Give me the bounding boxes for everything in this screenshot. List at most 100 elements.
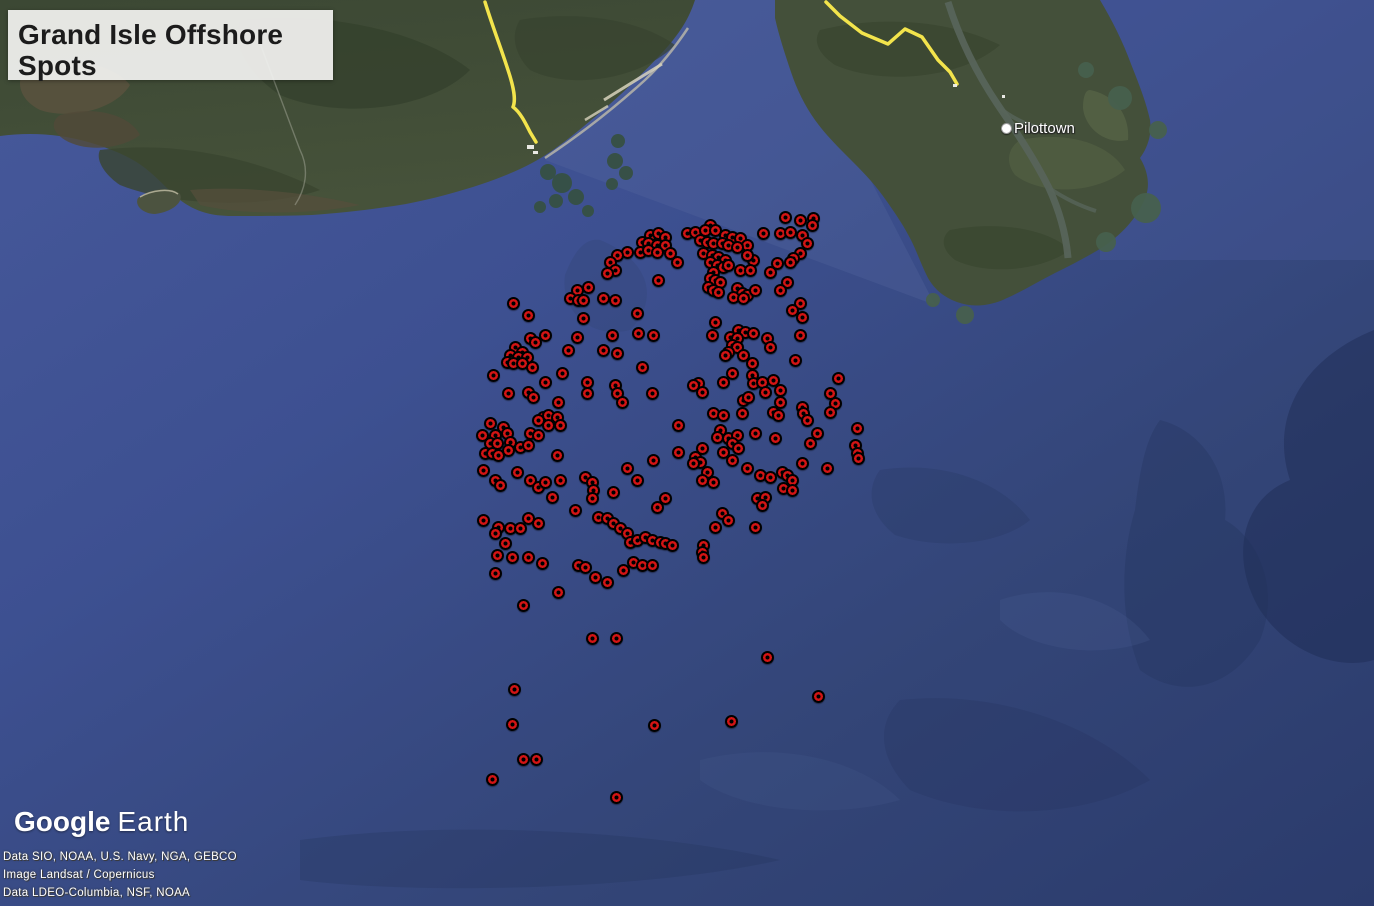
spot-marker[interactable] [706,475,720,489]
spot-marker[interactable] [763,470,777,484]
spot-marker[interactable] [521,308,535,322]
spot-marker[interactable] [716,408,730,422]
spot-marker[interactable] [501,443,515,457]
spot-marker[interactable] [490,436,504,450]
spot-marker[interactable] [600,266,614,280]
spot-marker[interactable] [705,328,719,342]
spot-marker[interactable] [510,465,524,479]
spot-marker[interactable] [646,328,660,342]
spot-marker[interactable] [665,538,679,552]
spot-marker[interactable] [670,255,684,269]
spot-marker[interactable] [528,335,542,349]
spot-marker[interactable] [711,285,725,299]
spot-marker[interactable] [635,558,649,572]
spot-marker[interactable] [538,475,552,489]
spot-marker[interactable] [785,473,799,487]
spot-marker[interactable] [531,516,545,530]
spot-marker[interactable] [823,386,837,400]
spot-marker[interactable] [725,453,739,467]
spot-marker[interactable] [538,375,552,389]
spot-marker[interactable] [580,375,594,389]
spot-marker[interactable] [535,556,549,570]
spot-marker[interactable] [620,245,634,259]
spot-marker[interactable] [736,291,750,305]
spot-marker[interactable] [716,375,730,389]
spot-marker[interactable] [740,461,754,475]
spot-marker[interactable] [724,714,738,728]
spot-marker[interactable] [706,406,720,420]
spot-marker[interactable] [476,463,490,477]
spot-marker[interactable] [610,346,624,360]
spot-marker[interactable] [795,456,809,470]
placemark-pilottown[interactable]: Pilottown [1001,120,1075,137]
spot-marker[interactable] [515,356,529,370]
spot-marker[interactable] [609,631,623,645]
spot-marker[interactable] [630,306,644,320]
spot-marker[interactable] [486,368,500,382]
spot-marker[interactable] [851,451,865,465]
spot-marker[interactable] [733,263,747,277]
spot-marker[interactable] [588,570,602,584]
spot-marker[interactable] [850,421,864,435]
spot-marker[interactable] [721,513,735,527]
spot-marker[interactable] [768,431,782,445]
spot-marker[interactable] [507,682,521,696]
spot-marker[interactable] [531,428,545,442]
spot-marker[interactable] [748,283,762,297]
spot-marker[interactable] [609,790,623,804]
spot-marker[interactable] [793,328,807,342]
spot-marker[interactable] [785,483,799,497]
spot-marker[interactable] [506,296,520,310]
spot-marker[interactable] [493,478,507,492]
spot-marker[interactable] [716,445,730,459]
spot-marker[interactable] [645,386,659,400]
spot-marker[interactable] [491,448,505,462]
spot-marker[interactable] [580,386,594,400]
spot-marker[interactable] [635,360,649,374]
spot-marker[interactable] [718,348,732,362]
spot-marker[interactable] [551,395,565,409]
spot-marker[interactable] [526,390,540,404]
spot-marker[interactable] [630,473,644,487]
spot-marker[interactable] [788,353,802,367]
spot-marker[interactable] [708,223,722,237]
spot-marker[interactable] [498,536,512,550]
spot-marker[interactable] [755,375,769,389]
spot-marker[interactable] [585,631,599,645]
spot-marker[interactable] [736,348,750,362]
spot-marker[interactable] [773,395,787,409]
spot-marker[interactable] [766,373,780,387]
spot-marker[interactable] [773,283,787,297]
spot-marker[interactable] [596,343,610,357]
spot-marker[interactable] [501,386,515,400]
spot-marker[interactable] [756,226,770,240]
spot-marker[interactable] [745,356,759,370]
spot-marker[interactable] [570,330,584,344]
spot-marker[interactable] [631,326,645,340]
spot-marker[interactable] [596,291,610,305]
spot-marker[interactable] [698,223,712,237]
spot-marker[interactable] [778,210,792,224]
spot-marker[interactable] [695,385,709,399]
spot-marker[interactable] [783,225,797,239]
spot-marker[interactable] [771,408,785,422]
spot-marker[interactable] [823,405,837,419]
spot-marker[interactable] [585,491,599,505]
spot-marker[interactable] [650,500,664,514]
spot-marker[interactable] [578,560,592,574]
spot-marker[interactable] [740,248,754,262]
spot-marker[interactable] [805,218,819,232]
spot-marker[interactable] [695,473,709,487]
spot-marker[interactable] [488,566,502,580]
spot-marker[interactable] [483,416,497,430]
spot-marker[interactable] [551,585,565,599]
spot-marker[interactable] [725,366,739,380]
spot-marker[interactable] [721,258,735,272]
spot-marker[interactable] [529,752,543,766]
spot-marker[interactable] [773,383,787,397]
spot-marker[interactable] [647,718,661,732]
spot-marker[interactable] [773,226,787,240]
spot-marker[interactable] [608,293,622,307]
spot-marker[interactable] [810,426,824,440]
spot-marker[interactable] [576,311,590,325]
